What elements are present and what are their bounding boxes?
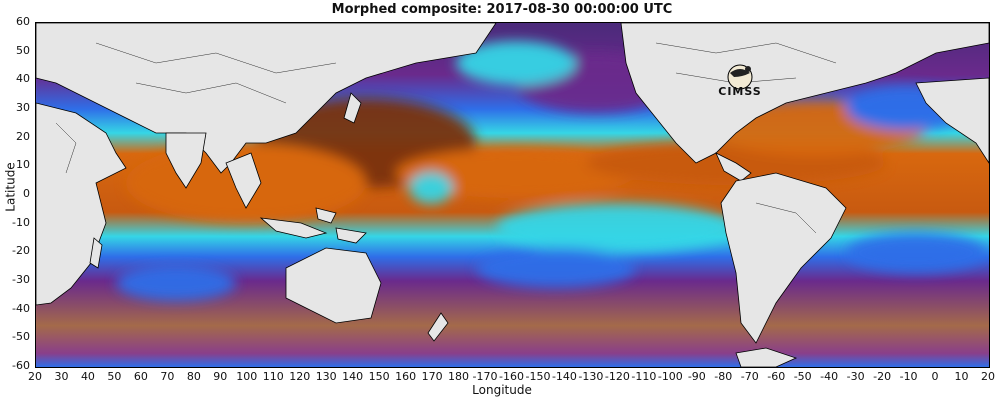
landmass-australia (285, 247, 382, 324)
y-tick-label: 10 (16, 158, 30, 172)
landmass-indonesia (259, 217, 328, 239)
map-title: Morphed composite: 2017-08-30 00:00:00 U… (331, 2, 673, 17)
y-tick-label: 60 (16, 15, 30, 28)
landmass-antarctica (735, 347, 798, 367)
x-tick-label: 150 (368, 370, 390, 383)
landmass-africa (36, 102, 127, 306)
x-tick-label: 160 (395, 370, 417, 383)
y-tick-label: -30 (12, 273, 30, 286)
x-tick-label: 40 (80, 370, 95, 383)
x-tick-label: -170 (472, 370, 498, 383)
landmass-eurasia (36, 23, 497, 174)
landmass-new-zealand (427, 312, 449, 342)
y-axis-label: Latitude (3, 162, 18, 212)
x-tick-label: -60 (767, 370, 786, 383)
x-tick-label: 70 (160, 370, 175, 383)
x-tick-label: -20 (873, 370, 892, 383)
x-tick-label: 180 (448, 370, 470, 383)
x-tick-label: 50 (107, 370, 122, 383)
landmass-southeast-asia (225, 152, 262, 209)
x-tick-label: 0 (931, 370, 939, 383)
x-tick-label: 60 (133, 370, 148, 383)
x-tick-label: 110 (262, 370, 284, 383)
x-tick-label: -110 (631, 370, 657, 383)
landmass-north-america (620, 23, 989, 164)
x-tick-label: 90 (213, 370, 228, 383)
y-tick-label: 40 (16, 72, 30, 86)
x-tick-label: -30 (846, 370, 865, 383)
x-tick-label: -90 (687, 370, 706, 383)
x-tick-label: 170 (421, 370, 443, 383)
x-tick-label: -70 (740, 370, 759, 383)
x-tick-label: -160 (499, 370, 524, 383)
x-tick-label: -100 (657, 370, 683, 383)
cimss-logo: CIMSS (712, 63, 768, 101)
y-tick-label: -20 (12, 244, 30, 258)
y-tick-label: -40 (12, 301, 30, 315)
y-tick-label: 50 (16, 43, 30, 57)
x-tick-label: -40 (820, 370, 839, 383)
landmass-madagascar (89, 237, 103, 269)
y-tick-label: 0 (23, 187, 30, 200)
x-tick-label: -130 (578, 370, 604, 383)
landmass-europe-east (915, 77, 989, 164)
cimss-logo-text: CIMSS (718, 85, 762, 98)
x-tick-label: 100 (236, 370, 258, 383)
x-tick-label: 80 (186, 370, 201, 383)
x-tick-label: 20 (981, 370, 995, 383)
landmass-india (165, 132, 207, 189)
x-tick-label: -120 (604, 370, 630, 383)
y-tick-label: -10 (12, 215, 30, 229)
y-tick-label: 20 (16, 129, 30, 143)
landmass-south-america (720, 172, 847, 344)
cimss-logo-icon (727, 64, 753, 90)
landmass-japan (343, 92, 362, 124)
x-tick-label: 10 (954, 370, 969, 383)
x-tick-label: 20 (28, 370, 42, 383)
x-axis-label: Longitude (472, 383, 532, 397)
x-tick-label: 130 (315, 370, 337, 383)
x-tick-label: -140 (551, 370, 577, 383)
y-tick-label: -50 (12, 330, 30, 344)
x-tick-label: -10 (899, 370, 918, 383)
x-tick-label: -50 (793, 370, 812, 383)
land-masses (36, 23, 989, 367)
x-tick-label: -80 (714, 370, 733, 383)
x-tick-label: 120 (289, 370, 311, 383)
y-tick-label: 30 (16, 101, 30, 114)
x-tick-label: -150 (525, 370, 551, 383)
landmass-central-america (715, 152, 752, 182)
y-tick-label: -60 (12, 359, 30, 372)
x-tick-label: 140 (342, 370, 364, 383)
tpw-map: CIMSS (35, 22, 990, 368)
x-tick-label: 30 (54, 370, 69, 383)
